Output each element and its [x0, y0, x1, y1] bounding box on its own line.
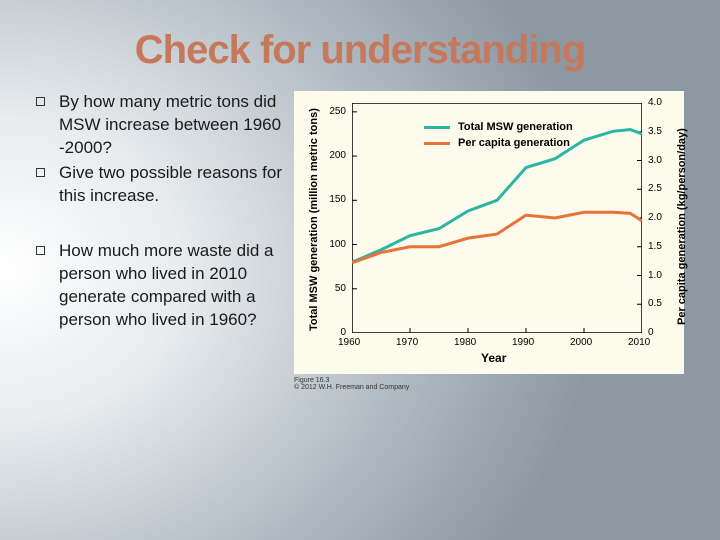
bullet-list: By how many metric tons did MSW increase…	[36, 91, 286, 374]
figure-number: Figure 16.3	[294, 377, 409, 384]
legend-item: Total MSW generation	[424, 121, 573, 133]
content-area: By how many metric tons did MSW increase…	[0, 73, 720, 374]
checkbox-icon	[36, 246, 45, 255]
y-left-axis-label: Total MSW generation (million metric ton…	[308, 101, 320, 331]
x-axis-label: Year	[481, 351, 506, 365]
legend-item: Per capita generation	[424, 137, 573, 149]
checkbox-icon	[36, 97, 45, 106]
list-item: By how many metric tons did MSW increase…	[36, 91, 286, 160]
y-right-axis-label: Per capita generation (kg/person/day)	[676, 95, 688, 325]
list-item: Give two possible reasons for this incre…	[36, 162, 286, 208]
checkbox-icon	[36, 168, 45, 177]
bullet-text: By how many metric tons did MSW increase…	[59, 91, 286, 160]
msw-chart: Total MSW generation (million metric ton…	[294, 91, 684, 374]
chart-legend: Total MSW generation Per capita generatio…	[424, 121, 573, 153]
figure-caption: Figure 16.3 © 2012 W.H. Freeman and Comp…	[294, 377, 409, 391]
bullet-text: How much more waste did a person who liv…	[59, 240, 286, 332]
bullet-text: Give two possible reasons for this incre…	[59, 162, 286, 208]
chart-container: Total MSW generation (million metric ton…	[294, 91, 700, 374]
page-title: Check for understanding	[0, 0, 720, 73]
figure-copyright: © 2012 W.H. Freeman and Company	[294, 384, 409, 391]
list-item: How much more waste did a person who liv…	[36, 240, 286, 332]
